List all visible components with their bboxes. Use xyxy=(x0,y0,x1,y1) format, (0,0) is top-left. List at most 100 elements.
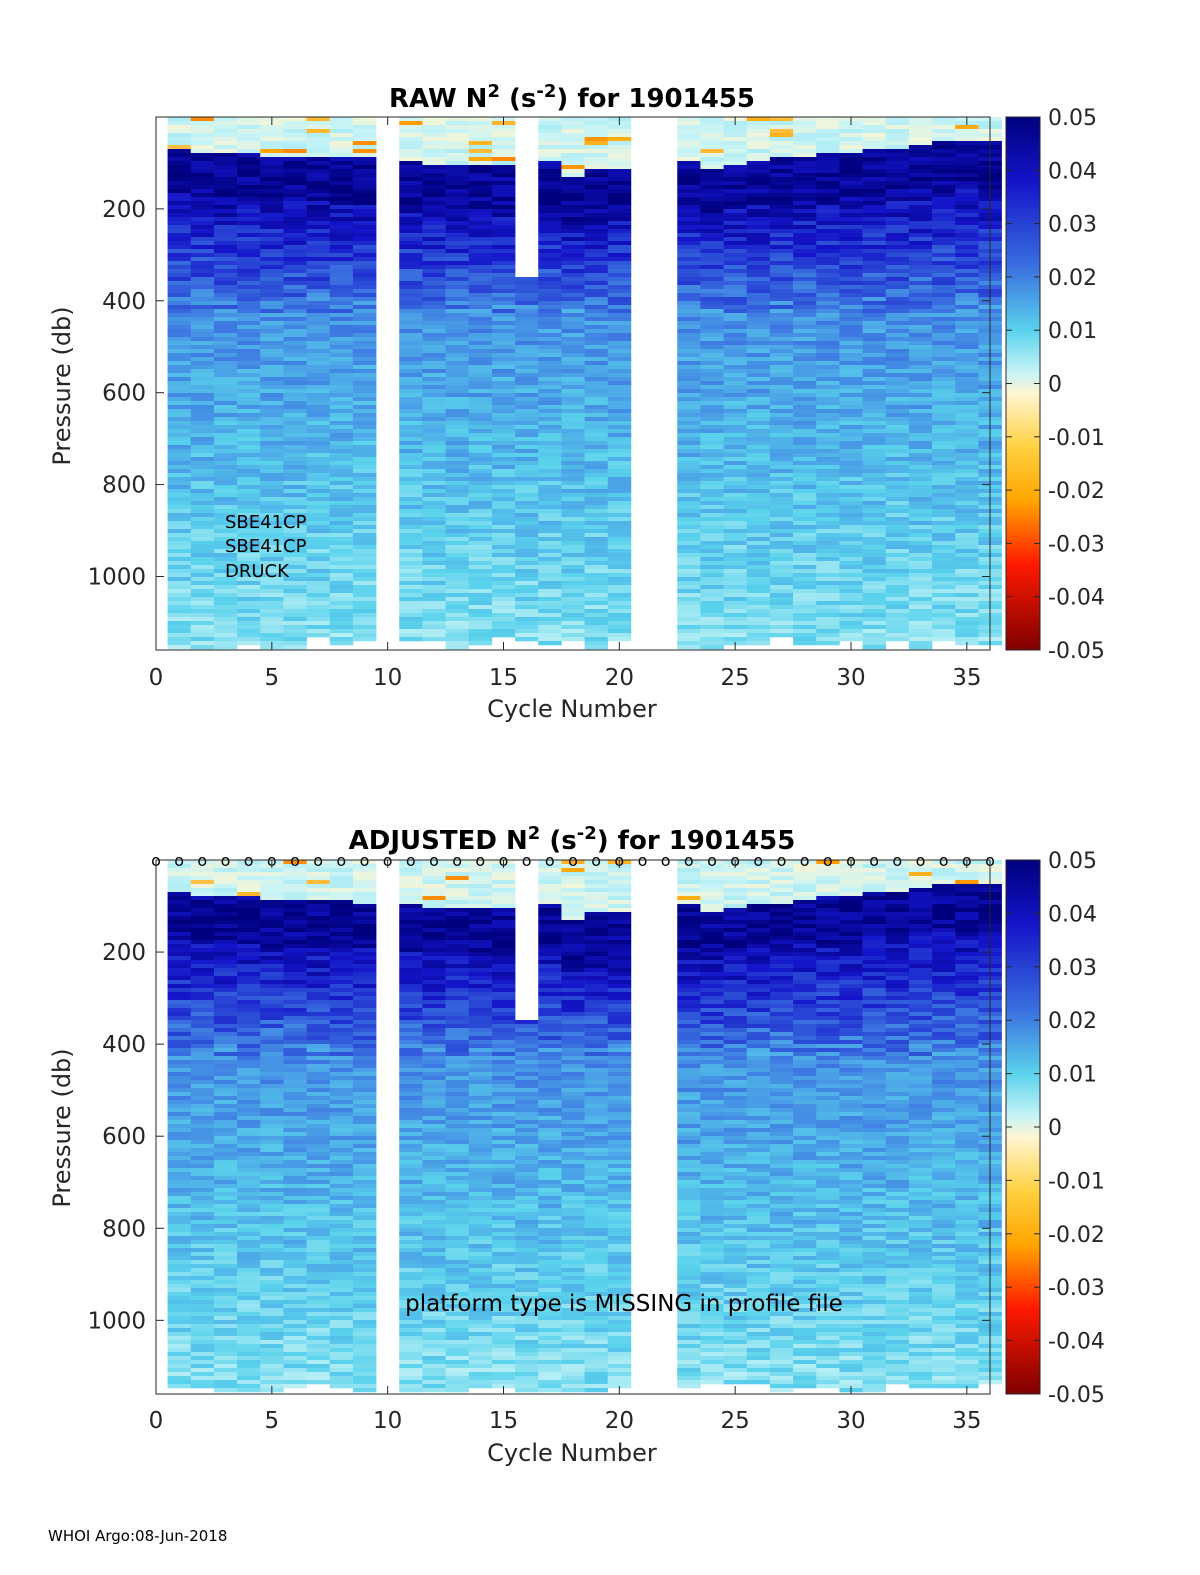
sensor-annotation-2: SBE41CP xyxy=(225,536,307,557)
colorbar-tick-label: 0.02 xyxy=(1048,1009,1097,1034)
cycle-column xyxy=(283,860,307,1389)
cycle-column xyxy=(700,117,724,650)
cycle-column xyxy=(399,860,423,1393)
cycle-column xyxy=(607,860,632,1389)
sensor-annotation-3: DRUCK xyxy=(225,561,290,582)
y-tick-label: 400 xyxy=(102,289,146,315)
y-tick-label: 600 xyxy=(102,1124,146,1150)
colorbar-tick-label: 0 xyxy=(1048,1116,1062,1141)
colorbar-tick-label: 0.03 xyxy=(1048,213,1097,238)
cycle-column xyxy=(677,860,701,1389)
cycle-column xyxy=(445,117,470,650)
cycle-column xyxy=(213,117,238,650)
adjusted-chart-title: ADJUSTED N2 (s-2) for 1901455 xyxy=(349,823,796,856)
cycle-column xyxy=(885,117,910,642)
cycle-column xyxy=(515,277,539,642)
x-tick-label: 15 xyxy=(489,665,518,691)
colorbar-tick-label: 0.04 xyxy=(1048,902,1097,927)
cycle-column xyxy=(468,117,493,646)
x-tick-label: 10 xyxy=(373,665,402,691)
sensor-annotation-1: SBE41CP xyxy=(225,512,307,533)
cycle-column xyxy=(515,1020,539,1393)
cycle-column xyxy=(422,860,446,1393)
y-tick-label: 800 xyxy=(102,1216,146,1242)
x-tick-label: 25 xyxy=(721,1408,750,1434)
colorbar-tick-label: -0.01 xyxy=(1048,1169,1105,1194)
colorbar-tick-label: 0.05 xyxy=(1048,106,1097,131)
cycle-column xyxy=(932,860,956,1389)
cycle-column xyxy=(306,117,331,638)
colorbar-tick-label: -0.05 xyxy=(1048,639,1105,664)
adjusted-colorbar: 0.05 0.04 0.03 0.02 0.01 0 -0.01 -0.02 -0.03 -0.0… xyxy=(1005,849,1105,1408)
axes-box xyxy=(155,859,991,1395)
cycle-column xyxy=(538,117,562,646)
cycle-column xyxy=(491,860,516,1389)
colorbar-tick-label: 0.03 xyxy=(1048,956,1097,981)
adjusted-axes: 0 5 10 15 20 25 30 35 200 400 600 800 1000 xyxy=(87,859,991,1434)
cycle-column xyxy=(167,860,192,1389)
cycle-column xyxy=(237,117,261,646)
y-tick-label: 600 xyxy=(102,381,146,407)
colorbar-tick-label: 0 xyxy=(1048,373,1062,398)
x-tick-label: 15 xyxy=(489,1408,518,1434)
colorbar-tick-label: 0.01 xyxy=(1048,319,1097,344)
x-tick-label: 30 xyxy=(836,665,865,691)
cycle-column xyxy=(862,117,887,650)
cycle-column xyxy=(352,860,377,1393)
cycle-column xyxy=(908,860,933,1389)
x-tick-label: 30 xyxy=(836,1408,865,1434)
cycle-column xyxy=(329,117,354,646)
colorbar-tick-label: -0.03 xyxy=(1048,532,1105,557)
cycle-column xyxy=(793,117,817,646)
colorbar-tick-label: 0.02 xyxy=(1048,266,1097,291)
cycle-column xyxy=(908,117,933,650)
raw-y-axis-label: Pressure (db) xyxy=(48,306,76,465)
raw-x-axis-label: Cycle Number xyxy=(487,695,657,723)
cycle-column xyxy=(885,860,910,1385)
cycle-column xyxy=(167,117,192,650)
cycle-column xyxy=(190,860,215,1389)
cycle-column xyxy=(793,860,817,1389)
colorbar-tick-label: -0.02 xyxy=(1048,479,1105,504)
cycle-column xyxy=(468,860,493,1389)
missing-platform-annotation: platform type is MISSING in profile file xyxy=(405,1291,843,1317)
colorbar-tick-label: -0.03 xyxy=(1048,1276,1105,1301)
y-tick-label: 1000 xyxy=(87,564,146,590)
cycle-column xyxy=(190,117,215,650)
cycle-column xyxy=(723,117,748,646)
y-tick-label: 1000 xyxy=(87,1308,146,1334)
cycle-column xyxy=(329,860,354,1389)
x-tick-label: 35 xyxy=(952,665,981,691)
cycle-column xyxy=(862,860,887,1393)
colorbar-tick-label: 0.01 xyxy=(1048,1063,1097,1088)
y-tick-label: 800 xyxy=(102,473,146,499)
raw-colorbar: 0.05 0.04 0.03 0.02 0.01 0 -0.01 -0.02 -0.03 -0.0… xyxy=(1005,106,1105,664)
cycle-column xyxy=(769,860,794,1393)
footer-credit: WHOI Argo:08-Jun-2018 xyxy=(48,1527,228,1545)
colorbar-tick-label: -0.05 xyxy=(1048,1383,1105,1408)
x-tick-label: 0 xyxy=(149,1408,164,1434)
y-tick-label: 400 xyxy=(102,1032,146,1058)
colorbar-tick-label: -0.04 xyxy=(1048,1330,1105,1355)
adjusted-y-axis-label: Pressure (db) xyxy=(48,1048,76,1207)
cycle-column xyxy=(816,117,840,646)
y-tick-label: 200 xyxy=(102,940,146,966)
x-tick-label: 35 xyxy=(952,1408,981,1434)
cycle-column xyxy=(839,117,863,642)
colorbar-tick-label: -0.04 xyxy=(1048,586,1105,611)
cycle-column xyxy=(422,117,446,642)
cycle-column xyxy=(283,117,307,650)
raw-chart-title: RAW N2 (s-2) for 1901455 xyxy=(389,81,755,114)
cycle-column xyxy=(955,117,979,646)
cycle-column xyxy=(213,860,238,1393)
cycle-column xyxy=(306,860,331,1385)
x-tick-label: 20 xyxy=(605,665,634,691)
colorbar-tick-label: 0.04 xyxy=(1048,159,1097,184)
cycle-column xyxy=(769,117,794,638)
colorbar-tick-label: -0.02 xyxy=(1048,1223,1105,1248)
cycle-column xyxy=(491,117,516,638)
cycle-column xyxy=(839,860,863,1393)
cycle-column xyxy=(607,117,632,642)
colorbar-tick-label: -0.01 xyxy=(1048,426,1105,451)
